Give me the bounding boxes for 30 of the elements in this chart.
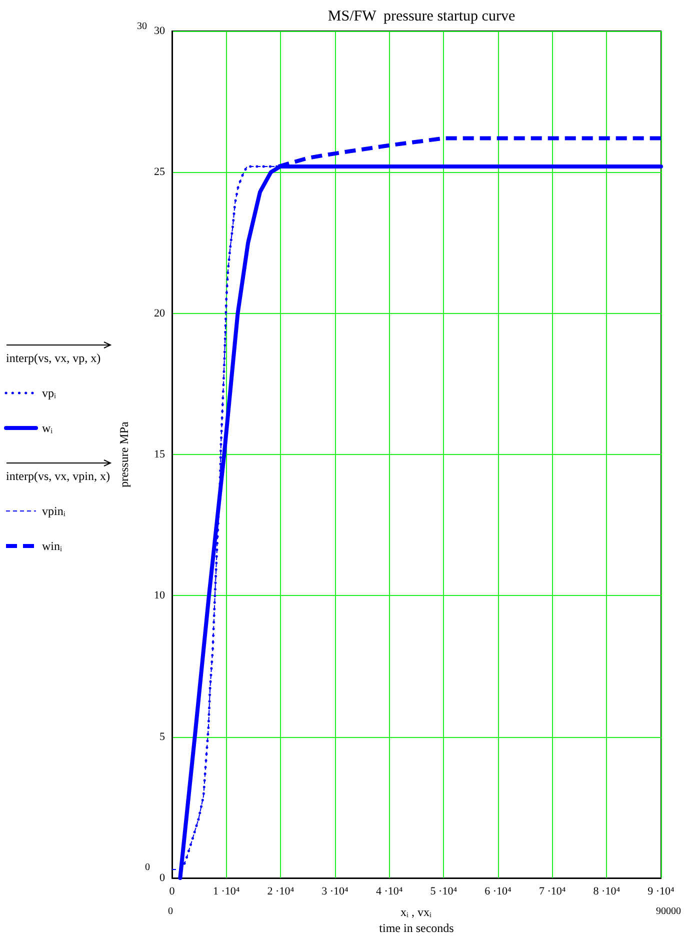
legend-label: vpᵢ [42, 386, 56, 400]
x-tick-label: 5 ·10⁴ [430, 886, 458, 898]
x-tick-label: 6 ·10⁴ [484, 886, 512, 898]
x-tick-label: 9 ·10⁴ [648, 886, 675, 898]
x-tick-label: 7 ·10⁴ [538, 886, 566, 898]
chart-title: MS/FW pressure startup curve [328, 8, 516, 24]
x-tick-label: 2 ·10⁴ [267, 886, 294, 898]
x-tick-label: 3 ·10⁴ [322, 886, 349, 898]
text: 90000 [656, 905, 681, 919]
text: 0 [145, 861, 150, 875]
text: interp(vs, vx, vpin, x) [6, 469, 110, 483]
y-axis-title: pressure MPa [117, 421, 131, 488]
x-tick-label: 1 ·10⁴ [212, 886, 240, 898]
legend-label: vpinᵢ [42, 504, 66, 518]
text: xᵢ , vxᵢ [400, 905, 432, 919]
text: interp(vs, vx, vp, x) [6, 351, 101, 365]
legend-label: winᵢ [42, 539, 62, 553]
y-tick-label: 5 [160, 730, 166, 743]
y-tick-label: 25 [154, 166, 166, 178]
legend-label: wᵢ [42, 421, 53, 435]
y-tick-label: 0 [160, 872, 166, 884]
x-tick-label: 4 ·10⁴ [376, 886, 403, 898]
text: 30 [137, 20, 147, 34]
y-tick-label: 10 [154, 590, 166, 602]
y-tick-label: 15 [154, 448, 166, 460]
x-axis-title: time in seconds [379, 921, 454, 935]
y-tick-label: 30 [154, 25, 166, 37]
x-tick-label: 8 ·10⁴ [593, 886, 620, 898]
x-tick-label: 0 [169, 886, 176, 898]
y-tick-label: 20 [154, 307, 166, 320]
